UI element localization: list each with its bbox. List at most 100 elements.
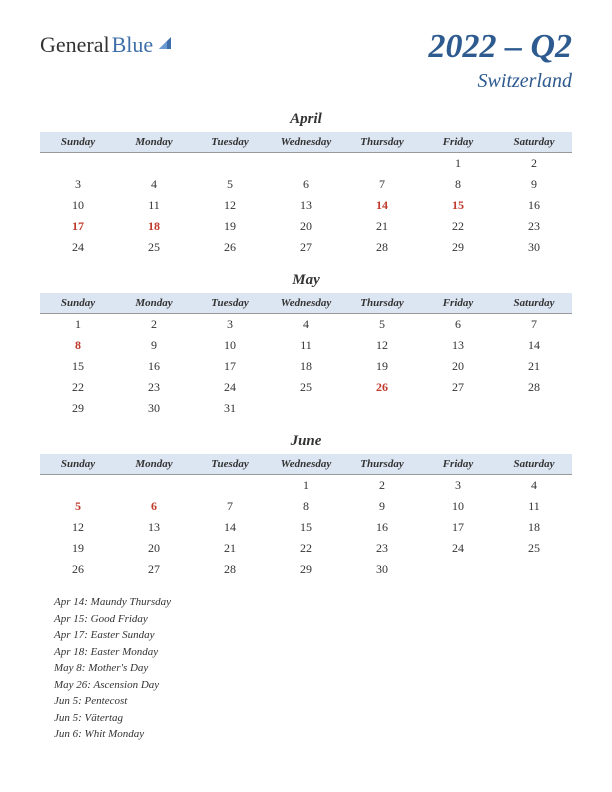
calendar-cell: 28: [344, 237, 420, 258]
calendar-cell: 14: [344, 195, 420, 216]
holiday-item: Apr 15: Good Friday: [54, 611, 572, 628]
calendar-cell: 24: [420, 538, 496, 559]
calendar-cell: 18: [496, 517, 572, 538]
calendar-cell: 18: [268, 356, 344, 377]
page-subtitle: Switzerland: [428, 70, 572, 93]
calendar-cell: [344, 153, 420, 175]
holiday-item: Jun 5: Pentecost: [54, 693, 572, 710]
calendar-cell: 1: [420, 153, 496, 175]
month-block: May SundayMondayTuesdayWednesdayThursdayF…: [40, 272, 572, 419]
calendar-cell: 4: [268, 314, 344, 336]
months-container: AprilSundayMondayTuesdayWednesdayThursda…: [40, 111, 572, 580]
month-name: May: [40, 272, 572, 289]
day-header: Monday: [116, 293, 192, 314]
calendar-cell: 27: [116, 559, 192, 580]
title-block: 2022 – Q2 Switzerland: [428, 28, 572, 93]
holiday-item: Apr 18: Easter Monday: [54, 644, 572, 661]
day-header: Monday: [116, 454, 192, 475]
calendar-table: SundayMondayTuesdayWednesdayThursdayFrid…: [40, 454, 572, 580]
calendar-cell: [420, 398, 496, 419]
calendar-row: 19202122232425: [40, 538, 572, 559]
calendar-cell: [192, 475, 268, 497]
calendar-cell: 13: [420, 335, 496, 356]
calendar-cell: 16: [344, 517, 420, 538]
day-header: Saturday: [496, 132, 572, 153]
holiday-item: Jun 5: Vätertag: [54, 710, 572, 727]
calendar-cell: 17: [192, 356, 268, 377]
month-block: June SundayMondayTuesdayWednesdayThursday…: [40, 433, 572, 580]
holiday-item: May 8: Mother's Day: [54, 660, 572, 677]
calendar-cell: 9: [116, 335, 192, 356]
calendar-row: 17181920212223: [40, 216, 572, 237]
calendar-cell: 21: [344, 216, 420, 237]
calendar-cell: 7: [192, 496, 268, 517]
logo-triangle-icon: [157, 35, 173, 56]
logo: General Blue: [40, 32, 173, 58]
calendar-cell: 22: [420, 216, 496, 237]
month-name: June: [40, 433, 572, 450]
calendar-cell: 24: [192, 377, 268, 398]
day-header: Sunday: [40, 454, 116, 475]
day-header: Saturday: [496, 454, 572, 475]
calendar-cell: 5: [192, 174, 268, 195]
calendar-cell: [496, 398, 572, 419]
calendar-cell: 19: [40, 538, 116, 559]
calendar-cell: [192, 153, 268, 175]
calendar-cell: 15: [420, 195, 496, 216]
calendar-cell: 10: [40, 195, 116, 216]
calendar-cell: 10: [420, 496, 496, 517]
calendar-row: 1234: [40, 475, 572, 497]
calendar-cell: [40, 475, 116, 497]
calendar-cell: 14: [496, 335, 572, 356]
calendar-cell: [344, 398, 420, 419]
calendar-cell: 25: [496, 538, 572, 559]
calendar-cell: 19: [344, 356, 420, 377]
calendar-cell: 27: [268, 237, 344, 258]
calendar-cell: 31: [192, 398, 268, 419]
calendar-cell: 9: [496, 174, 572, 195]
calendar-cell: 10: [192, 335, 268, 356]
calendar-cell: 26: [344, 377, 420, 398]
calendar-table: SundayMondayTuesdayWednesdayThursdayFrid…: [40, 293, 572, 419]
calendar-cell: 20: [116, 538, 192, 559]
calendar-row: 10111213141516: [40, 195, 572, 216]
calendar-cell: 16: [116, 356, 192, 377]
holiday-item: Jun 6: Whit Monday: [54, 726, 572, 743]
calendar-cell: 6: [420, 314, 496, 336]
day-header: Thursday: [344, 132, 420, 153]
calendar-cell: [116, 153, 192, 175]
month-block: AprilSundayMondayTuesdayWednesdayThursda…: [40, 111, 572, 258]
day-header: Saturday: [496, 293, 572, 314]
calendar-cell: 21: [192, 538, 268, 559]
calendar-cell: 11: [496, 496, 572, 517]
day-header: Tuesday: [192, 132, 268, 153]
day-header: Thursday: [344, 454, 420, 475]
month-name: April: [40, 111, 572, 128]
calendar-cell: 11: [268, 335, 344, 356]
calendar-cell: 4: [116, 174, 192, 195]
calendar-cell: 30: [116, 398, 192, 419]
calendar-cell: 8: [268, 496, 344, 517]
calendar-cell: 1: [268, 475, 344, 497]
calendar-cell: 6: [268, 174, 344, 195]
calendar-cell: 13: [116, 517, 192, 538]
day-header: Friday: [420, 293, 496, 314]
calendar-cell: [420, 559, 496, 580]
calendar-cell: 7: [344, 174, 420, 195]
calendar-cell: 2: [344, 475, 420, 497]
day-header: Sunday: [40, 132, 116, 153]
calendar-row: 1234567: [40, 314, 572, 336]
calendar-cell: [116, 475, 192, 497]
calendar-cell: [40, 153, 116, 175]
calendar-cell: 2: [496, 153, 572, 175]
calendar-cell: 16: [496, 195, 572, 216]
day-header: Wednesday: [268, 293, 344, 314]
holiday-item: Apr 17: Easter Sunday: [54, 627, 572, 644]
day-header: Wednesday: [268, 132, 344, 153]
calendar-cell: 5: [344, 314, 420, 336]
calendar-cell: 28: [192, 559, 268, 580]
day-header: Sunday: [40, 293, 116, 314]
calendar-cell: 6: [116, 496, 192, 517]
calendar-cell: 27: [420, 377, 496, 398]
logo-text-general: General: [40, 32, 110, 58]
